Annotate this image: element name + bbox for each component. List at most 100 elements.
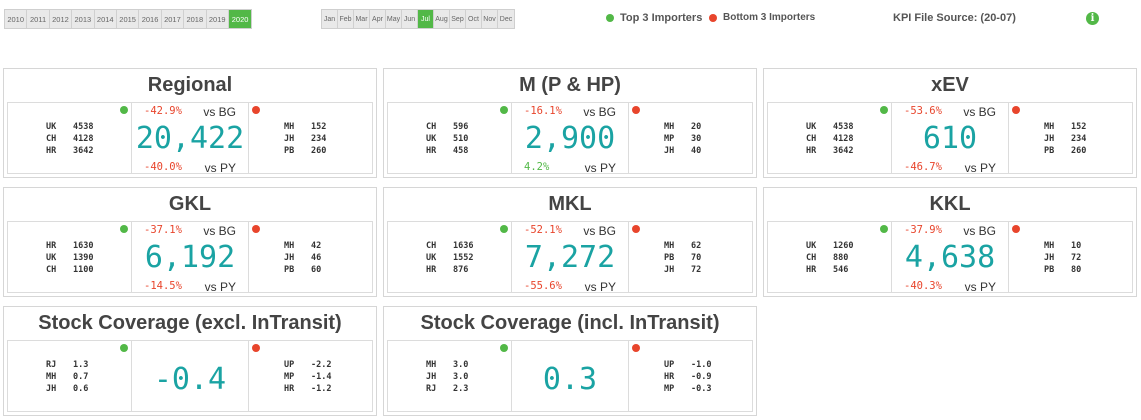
year-2012[interactable]: 2012 [49,10,73,28]
info-icon[interactable]: i [1086,12,1099,25]
bottom-importers-panel: UP -1.0 HR -0.9 MP -0.3 [629,341,752,411]
red-dot-icon [252,106,260,114]
vs-bg-percent: -53.6% [904,105,942,117]
list-item: PB 60 [284,265,322,275]
kpi-center-panel: -0.4 [131,341,249,411]
green-dot-icon [500,344,508,352]
month-jan[interactable]: Jan [322,10,338,28]
red-dot-icon [632,225,640,233]
list-item: HR -1.2 [284,384,332,394]
vs-bg-percent: -52.1% [524,224,562,236]
year-2019[interactable]: 2019 [206,10,229,28]
green-dot-icon [500,106,508,114]
green-dot-icon [120,344,128,352]
green-dot-icon [606,14,614,22]
year-2018[interactable]: 2018 [184,10,207,28]
vs-py-label: vs PY [204,280,236,294]
list-item: CH 880 [806,253,849,263]
list-item: HR 876 [426,265,469,275]
list-item: UK 1260 [806,241,854,251]
list-item: CH 4128 [46,134,94,144]
card-body: UK 1260 CH 880 HR 546 -37.9% vs BG 4,638 -4… [767,221,1133,294]
card-body: UK 4538 CH 4128 HR 3642 -42.9% vs BG 20,422… [7,102,373,175]
month-feb[interactable]: Feb [338,10,354,28]
vs-py-label: vs PY [584,280,616,294]
month-apr[interactable]: Apr [370,10,386,28]
month-may[interactable]: May [386,10,402,28]
list-item: UP -1.0 [664,360,712,370]
kpi-value: 2,900 [524,121,616,156]
list-item: CH 596 [426,122,469,132]
kpi-value: -0.4 [153,362,227,397]
kpi-card-regional: Regional UK 4538 CH 4128 HR 3642 -42.9% vs … [3,68,377,178]
card-body: HR 1630 UK 1390 CH 1100 -37.1% vs BG 6,192 … [7,221,373,294]
list-item: UP -2.2 [284,360,332,370]
kpi-card-mkl: MKL CH 1636 UK 1552 HR 876 -52.1% vs BG 7,2… [383,187,757,297]
list-item: JH 0.6 [46,384,89,394]
year-2010[interactable]: 2010 [5,10,28,28]
year-2017[interactable]: 2017 [161,10,185,28]
list-item: MH 42 [284,241,322,251]
vs-py-label: vs PY [584,161,616,175]
list-item: UK 1552 [426,253,474,263]
month-nov[interactable]: Nov [482,10,498,28]
vs-py-percent: -40.3% [904,280,942,292]
month-jun[interactable]: Jun [402,10,418,28]
month-jul-selected[interactable]: Jul [418,10,434,28]
month-dec[interactable]: Dec [498,10,514,28]
list-item: JH 234 [1044,134,1087,144]
kpi-center-panel: -37.9% vs BG 4,638 -40.3% vs PY [891,222,1009,294]
top-importers-panel: UK 4538 CH 4128 HR 3642 [8,103,131,173]
list-item: MP -0.3 [664,384,712,394]
list-item: CH 1636 [426,241,474,251]
list-item: MP -1.4 [284,372,332,382]
month-filter: Jan Feb Mar Apr May Jun Jul Aug Sep Oct … [321,9,515,29]
kpi-center-panel: 0.3 [511,341,629,411]
year-2015[interactable]: 2015 [116,10,140,28]
vs-py-percent: -46.7% [904,161,942,173]
bottom-importers-panel: MH 42 JH 46 PB 60 [249,222,372,292]
vs-bg-label: vs BG [203,105,236,119]
list-item: MH 152 [284,122,327,132]
top-importers-panel: UK 1260 CH 880 HR 546 [768,222,891,292]
green-dot-icon [120,225,128,233]
year-2014[interactable]: 2014 [94,10,117,28]
month-sep[interactable]: Sep [450,10,466,28]
kpi-card-kkl: KKL UK 1260 CH 880 HR 546 -37.9% vs BG 4,63… [763,187,1137,297]
month-oct[interactable]: Oct [466,10,482,28]
vs-py-percent: -14.5% [144,280,182,292]
bottom-importers-panel: MH 152 JH 234 PB 260 [249,103,372,173]
kpi-center-panel: -53.6% vs BG 610 -46.7% vs PY [891,103,1009,175]
legend-bottom-importers: Bottom 3 Importers [709,12,815,23]
list-item: UK 510 [426,134,469,144]
list-item: PB 70 [664,253,702,263]
card-title: KKL [929,193,971,215]
kpi-value: 610 [922,121,978,156]
month-mar[interactable]: Mar [354,10,370,28]
bottom-importers-panel: MH 152 JH 234 PB 260 [1009,103,1132,173]
green-dot-icon [880,225,888,233]
vs-py-percent: -40.0% [144,161,182,173]
list-item: JH 72 [1044,253,1082,263]
list-item: HR 1630 [46,241,94,251]
year-2013[interactable]: 2013 [72,10,95,28]
vs-bg-label: vs BG [203,224,236,238]
list-item: RJ 1.3 [46,360,89,370]
kpi-value: 0.3 [542,362,598,397]
year-2016[interactable]: 2016 [139,10,162,28]
month-aug[interactable]: Aug [434,10,450,28]
card-body: UK 4538 CH 4128 HR 3642 -53.6% vs BG 610 -4… [767,102,1133,175]
list-item: PB 80 [1044,265,1082,275]
year-2011[interactable]: 2011 [27,10,50,28]
green-dot-icon [880,106,888,114]
vs-py-percent: 4.2% [524,161,550,173]
vs-bg-percent: -16.1% [524,105,562,117]
red-dot-icon [632,344,640,352]
card-title: M (P & HP) [519,74,621,96]
green-dot-icon [120,106,128,114]
list-item: JH 46 [284,253,322,263]
list-item: CH 1100 [46,265,94,275]
kpi-center-panel: -52.1% vs BG 7,272 -55.6% vs PY [511,222,629,294]
list-item: UK 4538 [806,122,854,132]
year-2020-selected[interactable]: 2020 [228,10,252,28]
